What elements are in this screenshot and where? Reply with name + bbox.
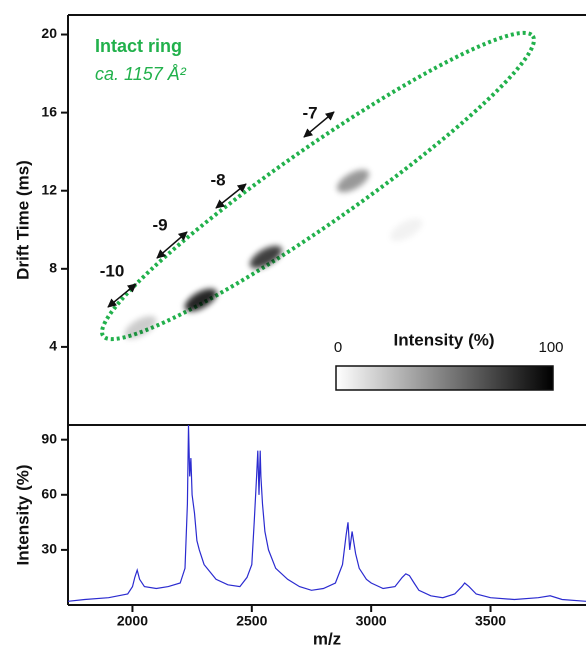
x-label: m/z xyxy=(313,629,341,648)
y-tick-label: 20 xyxy=(41,25,57,41)
intensity-blob xyxy=(336,169,370,193)
colorbar-tick-label: 100 xyxy=(538,339,563,356)
y-label-top: Drift Time (ms) xyxy=(13,160,32,280)
y-tick-label: 8 xyxy=(49,260,57,276)
y-tick-label: 4 xyxy=(49,338,57,354)
intensity-blob xyxy=(249,245,282,269)
title: Intact ring xyxy=(95,36,182,56)
colorbar-label: Intensity (%) xyxy=(393,330,494,349)
y-tick-label: 16 xyxy=(41,103,57,119)
x-tick-label: 2500 xyxy=(236,613,267,629)
colorbar-tick-label: 0 xyxy=(334,339,342,356)
colorbar xyxy=(335,365,554,391)
intensity-blob xyxy=(390,218,423,242)
x-tick-label: 2000 xyxy=(117,613,148,629)
ring-ellipse xyxy=(100,30,536,342)
charge-label: -8 xyxy=(210,170,225,189)
y-tick-label: 90 xyxy=(41,430,57,446)
subtitle: ca. 1157 Å² xyxy=(95,64,187,84)
charge-label: -7 xyxy=(302,103,317,122)
spectrum-line xyxy=(67,424,586,602)
y-label-bottom: Intensity (%) xyxy=(13,464,32,565)
x-tick-label: 3000 xyxy=(356,613,387,629)
x-tick-label: 3500 xyxy=(475,613,506,629)
y-tick-label: 12 xyxy=(41,181,57,197)
intensity-blob xyxy=(184,288,217,312)
charge-label: -9 xyxy=(152,215,167,234)
intensity-blob xyxy=(124,316,157,339)
y-tick-label: 30 xyxy=(41,541,57,557)
charge-label: -10 xyxy=(100,261,125,280)
y-tick-label: 60 xyxy=(41,485,57,501)
charge-arrows xyxy=(107,111,335,308)
